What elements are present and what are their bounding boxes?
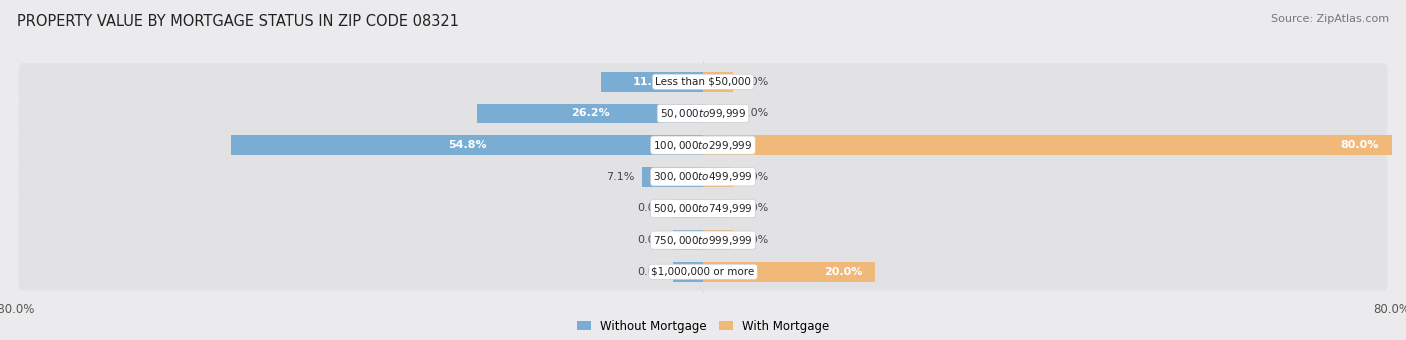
Bar — [231, 135, 703, 155]
Text: 26.2%: 26.2% — [571, 108, 610, 118]
Text: $500,000 to $749,999: $500,000 to $749,999 — [654, 202, 752, 215]
Text: 11.9%: 11.9% — [633, 77, 671, 87]
Bar — [643, 167, 703, 187]
Legend: Without Mortgage, With Mortgage: Without Mortgage, With Mortgage — [572, 315, 834, 337]
FancyBboxPatch shape — [18, 221, 1388, 259]
Text: 54.8%: 54.8% — [447, 140, 486, 150]
Bar — [673, 199, 703, 218]
Text: 0.0%: 0.0% — [740, 108, 768, 118]
Text: 0.0%: 0.0% — [740, 172, 768, 182]
Text: Less than $50,000: Less than $50,000 — [655, 77, 751, 87]
Text: $50,000 to $99,999: $50,000 to $99,999 — [659, 107, 747, 120]
FancyBboxPatch shape — [18, 190, 1388, 227]
Text: $100,000 to $299,999: $100,000 to $299,999 — [654, 139, 752, 152]
FancyBboxPatch shape — [18, 126, 1388, 164]
Text: PROPERTY VALUE BY MORTGAGE STATUS IN ZIP CODE 08321: PROPERTY VALUE BY MORTGAGE STATUS IN ZIP… — [17, 14, 458, 29]
FancyBboxPatch shape — [18, 158, 1388, 195]
Text: 0.0%: 0.0% — [638, 267, 666, 277]
Bar — [703, 262, 875, 282]
Bar — [703, 199, 733, 218]
Text: 7.1%: 7.1% — [606, 172, 636, 182]
Bar — [703, 72, 733, 91]
Bar — [673, 262, 703, 282]
Bar — [703, 104, 733, 123]
Text: 80.0%: 80.0% — [1341, 140, 1379, 150]
FancyBboxPatch shape — [18, 63, 1388, 100]
Text: $1,000,000 or more: $1,000,000 or more — [651, 267, 755, 277]
Bar — [478, 104, 703, 123]
Text: $750,000 to $999,999: $750,000 to $999,999 — [654, 234, 752, 246]
Text: 0.0%: 0.0% — [740, 235, 768, 245]
Bar — [703, 230, 733, 250]
Bar — [600, 72, 703, 91]
FancyBboxPatch shape — [18, 253, 1388, 290]
Bar — [703, 135, 1392, 155]
Text: 0.0%: 0.0% — [638, 203, 666, 214]
Bar — [673, 230, 703, 250]
Text: 0.0%: 0.0% — [740, 203, 768, 214]
Text: 20.0%: 20.0% — [824, 267, 862, 277]
Text: Source: ZipAtlas.com: Source: ZipAtlas.com — [1271, 14, 1389, 23]
FancyBboxPatch shape — [18, 95, 1388, 132]
Text: 0.0%: 0.0% — [740, 77, 768, 87]
Text: $300,000 to $499,999: $300,000 to $499,999 — [654, 170, 752, 183]
Bar — [703, 167, 733, 187]
Text: 0.0%: 0.0% — [638, 235, 666, 245]
